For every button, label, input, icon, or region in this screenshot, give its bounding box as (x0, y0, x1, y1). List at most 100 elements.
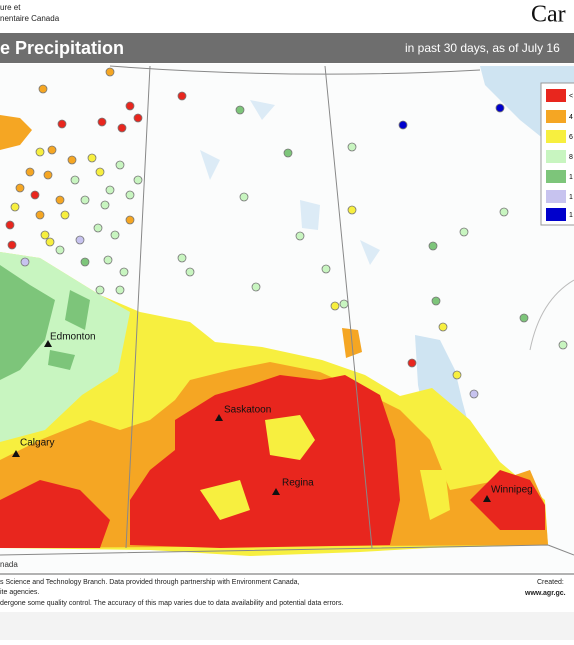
station-dot (7, 240, 17, 250)
legend-swatch (546, 170, 566, 183)
station-dot (25, 167, 35, 177)
precip-red (130, 375, 400, 548)
station-dot (177, 253, 187, 263)
station-dot (93, 223, 103, 233)
map: Edmonton Saskatoon Calgary Regina Winnip… (0, 64, 574, 572)
station-dot (239, 192, 249, 202)
precip-green (0, 265, 90, 380)
station-dot (47, 145, 57, 155)
station-dot (469, 389, 479, 399)
station-dot (321, 264, 331, 274)
station-dot (55, 245, 65, 255)
station-dot (133, 113, 143, 123)
station-dot (495, 103, 505, 113)
legend-label: 8 (569, 154, 573, 161)
footer-url: www.agr.gc. (524, 590, 566, 597)
wordmark: Car (531, 2, 566, 28)
station-dot (95, 167, 105, 177)
station-dot (115, 160, 125, 170)
station-dot (428, 241, 438, 251)
station-dot (115, 285, 125, 295)
station-dot (119, 267, 129, 277)
city-marker (12, 450, 20, 457)
cities: Edmonton Saskatoon Calgary Regina Winnip… (12, 332, 533, 502)
legend-swatch (546, 150, 566, 163)
station-dot (20, 257, 30, 267)
graticule (529, 279, 574, 351)
station-dot (295, 231, 305, 241)
city-marker (272, 488, 280, 495)
legend-label: 1 (569, 194, 573, 201)
city-label: Winnipeg (491, 485, 533, 496)
station-dot (452, 370, 462, 380)
precip-yellow-patch (200, 415, 450, 520)
legend-swatch (546, 89, 566, 102)
station-dot (407, 358, 417, 368)
station-dot (30, 190, 40, 200)
legend: < 4 6 8 1 1 1 (540, 82, 574, 226)
station-dot (10, 202, 20, 212)
station-dot (339, 299, 349, 309)
station-dot (67, 155, 77, 165)
station-dot (38, 84, 48, 94)
legend-label: 6 (569, 134, 573, 141)
legend-swatch (546, 208, 566, 221)
station-dot (398, 120, 408, 130)
city-marker (44, 340, 52, 347)
legend-label: < (569, 93, 573, 100)
station-dot (519, 313, 529, 323)
station-dot (558, 340, 568, 350)
city-marker (483, 495, 491, 502)
station-dot (125, 215, 135, 225)
station-dot (45, 237, 55, 247)
station-dot (499, 207, 509, 217)
city-label: Saskatoon (224, 405, 271, 416)
station-dot (35, 147, 45, 157)
legend-label: 4 (569, 114, 573, 121)
station-dot (347, 142, 357, 152)
station-dot (75, 235, 85, 245)
station-dot (100, 200, 110, 210)
station-dot (80, 257, 90, 267)
station-dot (57, 119, 67, 129)
map-title: e Precipitation (0, 38, 124, 58)
city-marker (215, 414, 223, 421)
station-dot (60, 210, 70, 220)
station-dot (97, 117, 107, 127)
station-dot (43, 170, 53, 180)
station-dot (177, 91, 187, 101)
station-dot (431, 296, 441, 306)
station-dot (105, 185, 115, 195)
legend-swatch (546, 190, 566, 203)
station-dot (5, 220, 15, 230)
department-line: nentaire Canada (0, 14, 60, 23)
province-border (0, 65, 574, 556)
title-bar (0, 33, 574, 63)
stations (5, 67, 568, 399)
legend-label: 1 (569, 174, 573, 181)
station-dot (133, 175, 143, 185)
department-line: ure et (0, 3, 21, 12)
footer-text: s Science and Technology Branch. Data pr… (0, 579, 300, 586)
station-dot (95, 285, 105, 295)
city-label: Regina (282, 478, 314, 489)
station-dot (438, 322, 448, 332)
city-label: Calgary (20, 438, 54, 449)
station-dot (55, 195, 65, 205)
station-dot (70, 175, 80, 185)
station-dot (117, 123, 127, 133)
station-dot (235, 105, 245, 115)
footer-text: dergone some quality control. The accura… (0, 600, 344, 607)
station-dot (185, 267, 195, 277)
page-bottom (0, 612, 574, 640)
station-dot (125, 101, 135, 111)
legend-label: 1 (569, 212, 573, 219)
station-dot (87, 153, 97, 163)
legend-swatch (546, 110, 566, 123)
station-dot (80, 195, 90, 205)
precip-red (0, 470, 545, 548)
station-dot (103, 255, 113, 265)
corner-label: nada (0, 560, 18, 569)
